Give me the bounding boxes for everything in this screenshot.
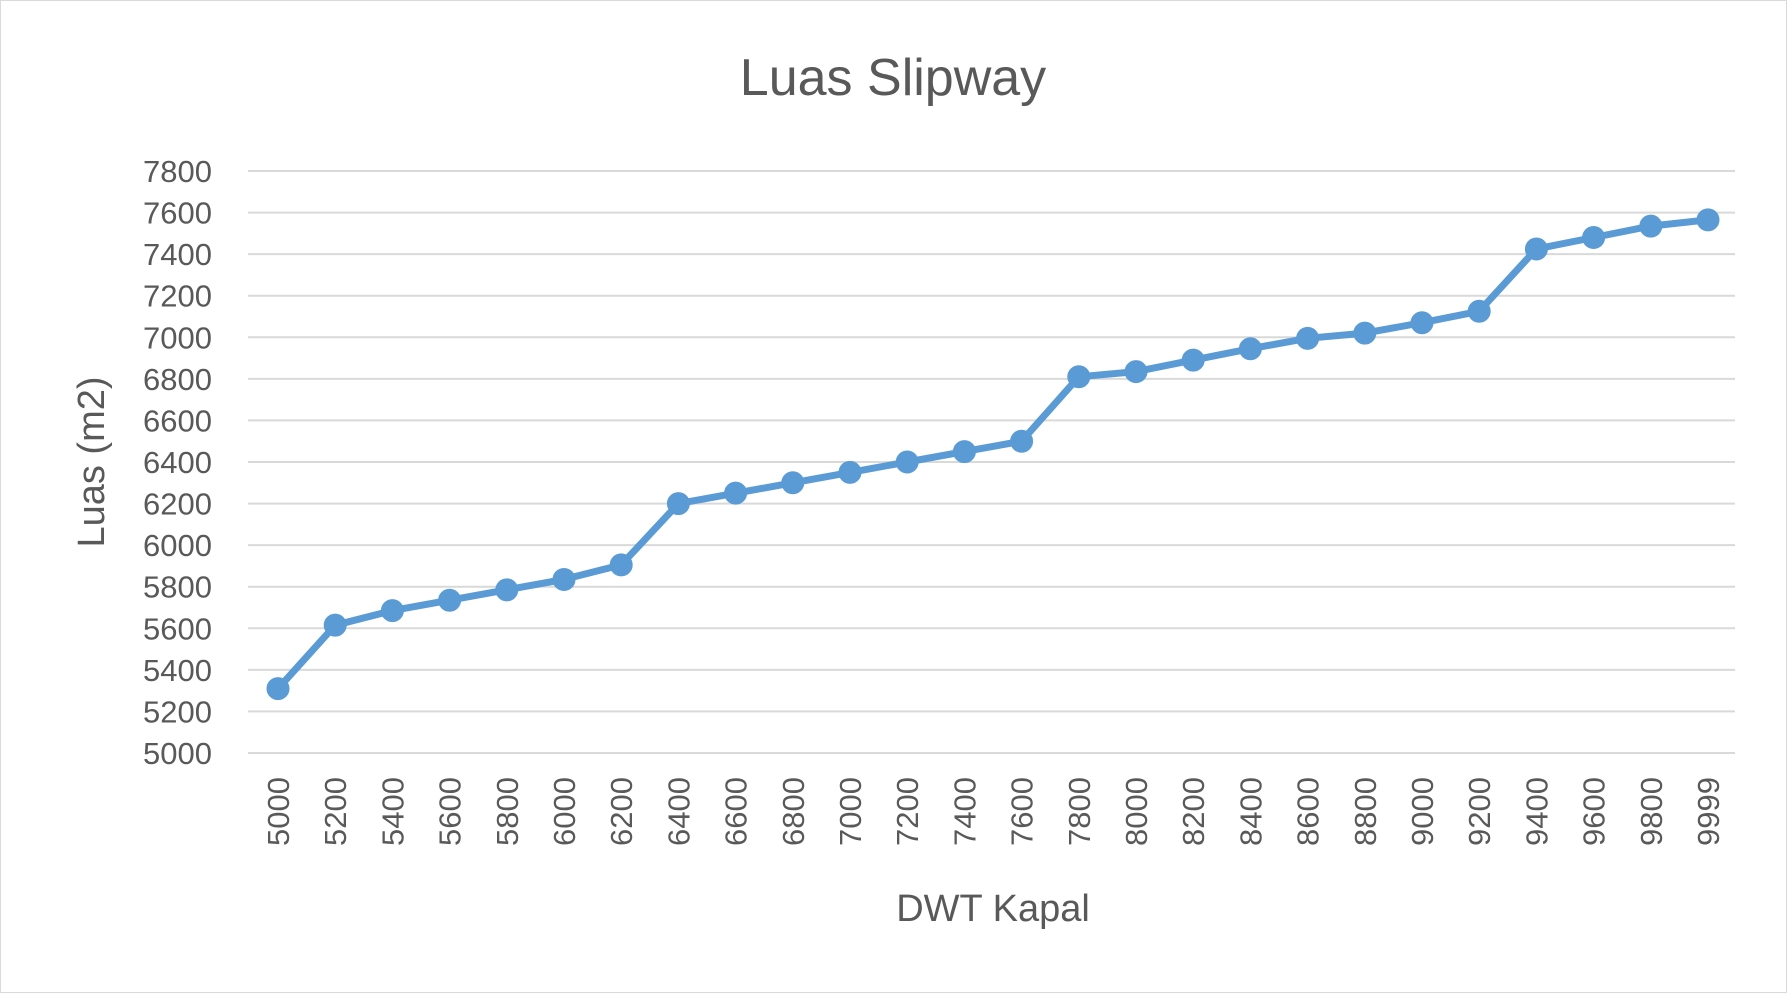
x-tick-label: 5800 (490, 777, 525, 846)
x-tick-label: 5600 (433, 777, 468, 846)
data-point (838, 460, 862, 484)
data-point (1238, 337, 1262, 361)
y-tick-label: 6000 (143, 528, 212, 563)
x-tick-label: 8400 (1233, 777, 1268, 846)
series-layer (266, 208, 1720, 701)
data-point (1524, 237, 1548, 261)
x-tick-label: 6200 (604, 777, 639, 846)
x-tick-label: 9999 (1691, 777, 1726, 846)
data-point (495, 578, 519, 602)
data-point (266, 677, 290, 701)
data-point (1067, 365, 1091, 389)
x-tick-label: 7000 (833, 777, 868, 846)
y-axis-ticks: 5000 5200 5400 5600 5800 6000 6200 6400 6600 6800… (143, 154, 212, 771)
data-point (1353, 321, 1377, 345)
y-tick-label: 6200 (143, 487, 212, 522)
series-line (274, 216, 1712, 693)
data-point (609, 553, 633, 577)
x-tick-label: 5000 (261, 777, 296, 846)
data-point (781, 471, 805, 495)
data-point (1582, 226, 1606, 250)
x-tick-label: 9800 (1634, 777, 1669, 846)
data-point (438, 588, 462, 612)
x-tick-label: 7200 (890, 777, 925, 846)
data-point (552, 567, 576, 591)
y-tick-label: 7400 (143, 237, 212, 272)
x-tick-label: 6800 (776, 777, 811, 846)
x-tick-label: 8800 (1348, 777, 1383, 846)
y-tick-label: 6600 (143, 403, 212, 438)
y-tick-label: 5400 (143, 653, 212, 688)
data-point (1181, 348, 1205, 372)
data-point (1410, 311, 1434, 335)
x-axis-ticks: 5000 5200 5400 5600 5800 6000 6200 6400 6600 6800… (261, 777, 1726, 846)
y-tick-label: 7600 (143, 196, 212, 231)
data-point (895, 450, 919, 474)
x-tick-label: 9000 (1405, 777, 1440, 846)
x-axis-title: DWT Kapal (896, 888, 1090, 930)
y-tick-label: 5000 (143, 736, 212, 771)
x-tick-label: 7400 (947, 777, 982, 846)
gridlines (248, 170, 1735, 754)
x-tick-label: 8000 (1119, 777, 1154, 846)
data-point (323, 613, 347, 637)
data-point (952, 440, 976, 464)
data-point (1010, 429, 1034, 453)
data-point (666, 492, 690, 516)
y-tick-label: 7200 (143, 279, 212, 314)
y-tick-label: 5200 (143, 694, 212, 729)
x-tick-label: 9600 (1577, 777, 1612, 846)
data-point (1696, 208, 1720, 232)
x-tick-label: 7800 (1062, 777, 1097, 846)
y-tick-label: 7000 (143, 320, 212, 355)
data-point (1639, 214, 1663, 238)
data-point (1296, 326, 1320, 350)
x-tick-label: 6400 (661, 777, 696, 846)
data-point (380, 599, 404, 623)
chart-title: Luas Slipway (740, 49, 1046, 107)
y-tick-label: 5600 (143, 611, 212, 646)
x-tick-label: 7600 (1005, 777, 1040, 846)
x-tick-label: 9200 (1462, 777, 1497, 846)
y-axis-title: Luas (m2) (71, 376, 113, 547)
y-tick-label: 6800 (143, 362, 212, 397)
x-tick-label: 8600 (1291, 777, 1326, 846)
data-point (1467, 299, 1491, 323)
x-tick-label: 6600 (719, 777, 754, 846)
y-tick-label: 6400 (143, 445, 212, 480)
data-point (1124, 360, 1148, 384)
y-tick-label: 5800 (143, 570, 212, 605)
data-point (724, 481, 748, 505)
x-tick-label: 5200 (318, 777, 353, 846)
x-tick-label: 8200 (1176, 777, 1211, 846)
x-tick-label: 6000 (547, 777, 582, 846)
x-tick-label: 5400 (375, 777, 410, 846)
y-tick-label: 7800 (143, 154, 212, 189)
x-tick-label: 9400 (1519, 777, 1554, 846)
